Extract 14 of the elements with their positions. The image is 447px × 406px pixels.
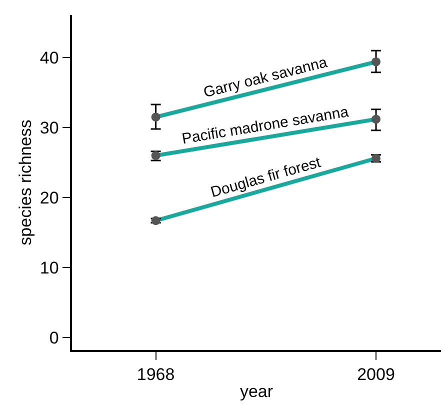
y-axis-title: species richness [16,120,35,246]
text: Pacific madrone savanna [180,103,350,148]
x-axis-title: year [240,382,274,402]
y-tick-label: 20 [40,188,59,208]
point [372,57,381,66]
y-tick-label: 0 [49,328,59,348]
text: Douglas fir forest [208,154,324,202]
y-tick-label: 40 [40,48,59,68]
point [151,112,160,122]
x-tick-label: 1968 [136,365,175,384]
y-tick-label: 10 [40,258,59,278]
text: Garry oak savanna [202,54,330,102]
y-tick-label: 30 [40,118,59,138]
x-tick-label: 2009 [357,365,395,384]
